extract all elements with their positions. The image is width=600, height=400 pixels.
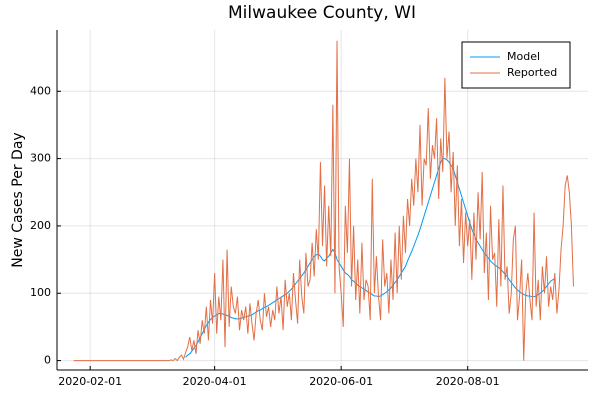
x-tick-label: 2020-04-01 <box>183 375 247 388</box>
x-tick-label: 2020-08-01 <box>436 375 500 388</box>
y-tick-label: 0 <box>44 354 51 367</box>
x-tick-label: 2020-02-01 <box>58 375 122 388</box>
legend-label: Reported <box>507 66 557 79</box>
x-tick-label: 2020-06-01 <box>309 375 373 388</box>
legend-box <box>461 41 571 89</box>
series-line <box>185 158 556 358</box>
y-tick-label: 300 <box>30 152 51 165</box>
y-axis-label: New Cases Per Day <box>10 132 26 267</box>
y-tick-label: 400 <box>30 84 51 97</box>
series-line <box>73 40 574 362</box>
y-tick-label: 200 <box>30 219 51 232</box>
legend-label: Model <box>507 50 540 63</box>
y-tick-label: 100 <box>30 286 51 299</box>
chart-title: Milwaukee County, WI <box>228 3 416 23</box>
